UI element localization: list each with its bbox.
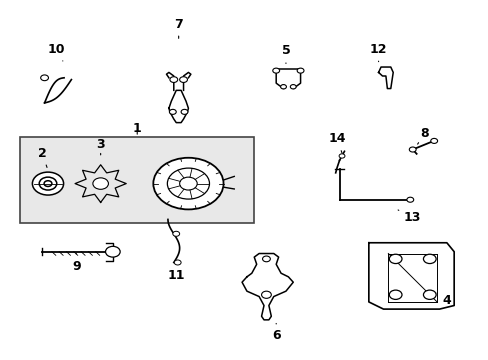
- Circle shape: [167, 168, 209, 199]
- Circle shape: [388, 254, 401, 264]
- Circle shape: [179, 77, 187, 82]
- Text: 12: 12: [369, 42, 386, 62]
- Circle shape: [423, 290, 435, 300]
- Circle shape: [169, 109, 176, 114]
- Circle shape: [105, 246, 120, 257]
- Circle shape: [44, 181, 52, 186]
- Text: 10: 10: [48, 42, 65, 61]
- Circle shape: [388, 290, 401, 300]
- Circle shape: [261, 291, 271, 298]
- Text: 5: 5: [281, 44, 290, 63]
- Circle shape: [181, 109, 187, 114]
- Circle shape: [338, 154, 344, 158]
- Text: 11: 11: [167, 262, 184, 282]
- Circle shape: [179, 177, 197, 190]
- Text: 8: 8: [417, 127, 428, 144]
- Circle shape: [297, 68, 304, 73]
- Text: 2: 2: [38, 147, 47, 167]
- Circle shape: [430, 138, 437, 143]
- Circle shape: [39, 177, 57, 190]
- Circle shape: [423, 254, 435, 264]
- Circle shape: [32, 172, 63, 195]
- Circle shape: [41, 75, 48, 81]
- Text: 3: 3: [96, 138, 105, 155]
- Circle shape: [272, 68, 279, 73]
- FancyBboxPatch shape: [20, 137, 254, 223]
- Circle shape: [290, 85, 296, 89]
- Text: 9: 9: [72, 253, 81, 273]
- Circle shape: [406, 197, 413, 202]
- Text: 1: 1: [133, 122, 142, 135]
- Circle shape: [169, 77, 177, 82]
- Circle shape: [153, 158, 223, 210]
- Circle shape: [172, 231, 179, 236]
- Circle shape: [262, 256, 270, 262]
- Text: 7: 7: [174, 18, 183, 39]
- Text: 4: 4: [436, 293, 450, 307]
- Text: 13: 13: [397, 210, 421, 224]
- Circle shape: [280, 85, 286, 89]
- Circle shape: [93, 178, 108, 189]
- Circle shape: [408, 147, 415, 152]
- Text: 6: 6: [271, 323, 280, 342]
- Text: 14: 14: [328, 132, 345, 153]
- Circle shape: [174, 260, 181, 265]
